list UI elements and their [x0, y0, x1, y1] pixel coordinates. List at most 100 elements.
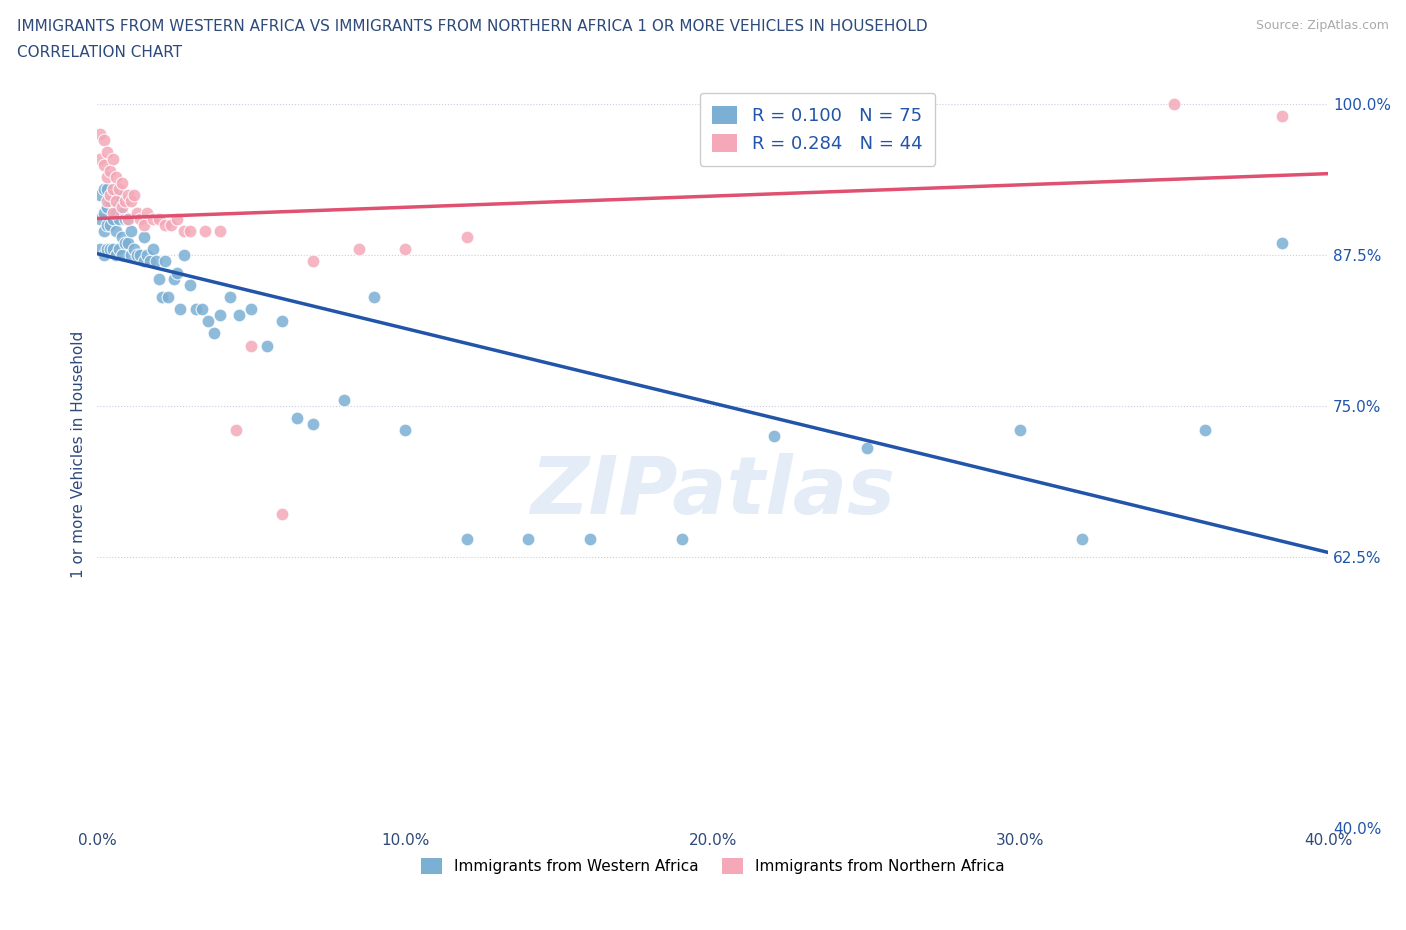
- Point: [96, 181, 118, 196]
- Point: [202, 326, 225, 341]
- Point: [96, 242, 118, 257]
- Point: [271, 507, 294, 522]
- Point: [160, 218, 183, 232]
- Point: [114, 235, 136, 250]
- Point: [1271, 109, 1294, 124]
- Point: [225, 422, 247, 437]
- Point: [129, 211, 152, 226]
- Point: [135, 247, 157, 262]
- Point: [142, 211, 165, 226]
- Point: [117, 211, 139, 226]
- Point: [111, 247, 134, 262]
- Point: [132, 230, 155, 245]
- Point: [763, 429, 786, 444]
- Text: Source: ZipAtlas.com: Source: ZipAtlas.com: [1256, 19, 1389, 32]
- Point: [111, 175, 134, 190]
- Point: [173, 223, 195, 238]
- Point: [114, 193, 136, 208]
- Point: [98, 187, 121, 202]
- Point: [240, 302, 263, 317]
- Point: [256, 339, 278, 353]
- Point: [150, 290, 173, 305]
- Point: [111, 206, 134, 220]
- Point: [1071, 531, 1094, 546]
- Point: [101, 242, 124, 257]
- Legend: Immigrants from Western Africa, Immigrants from Northern Africa: Immigrants from Western Africa, Immigran…: [415, 852, 1011, 881]
- Point: [98, 218, 121, 232]
- Point: [855, 441, 877, 456]
- Point: [101, 181, 124, 196]
- Point: [671, 531, 693, 546]
- Point: [153, 254, 176, 269]
- Point: [132, 254, 155, 269]
- Point: [142, 242, 165, 257]
- Point: [347, 242, 370, 257]
- Point: [163, 272, 186, 286]
- Point: [157, 290, 180, 305]
- Point: [271, 314, 294, 329]
- Point: [1163, 97, 1185, 112]
- Point: [93, 247, 115, 262]
- Point: [108, 242, 131, 257]
- Point: [89, 127, 111, 142]
- Point: [96, 218, 118, 232]
- Point: [120, 223, 142, 238]
- Point: [93, 181, 115, 196]
- Point: [145, 254, 167, 269]
- Point: [117, 211, 139, 226]
- Point: [127, 206, 149, 220]
- Point: [148, 272, 170, 286]
- Point: [191, 302, 214, 317]
- Point: [1271, 235, 1294, 250]
- Point: [1010, 422, 1032, 437]
- Point: [93, 223, 115, 238]
- Point: [89, 211, 111, 226]
- Point: [98, 242, 121, 257]
- Point: [179, 278, 201, 293]
- Point: [173, 247, 195, 262]
- Point: [111, 230, 134, 245]
- Point: [96, 169, 118, 184]
- Point: [517, 531, 540, 546]
- Point: [89, 187, 111, 202]
- Point: [301, 254, 323, 269]
- Y-axis label: 1 or more Vehicles in Household: 1 or more Vehicles in Household: [72, 330, 86, 578]
- Text: CORRELATION CHART: CORRELATION CHART: [17, 45, 181, 60]
- Point: [104, 247, 127, 262]
- Point: [578, 531, 600, 546]
- Point: [132, 218, 155, 232]
- Point: [117, 235, 139, 250]
- Point: [332, 392, 354, 407]
- Point: [93, 157, 115, 172]
- Text: IMMIGRANTS FROM WESTERN AFRICA VS IMMIGRANTS FROM NORTHERN AFRICA 1 OR MORE VEHI: IMMIGRANTS FROM WESTERN AFRICA VS IMMIGR…: [17, 19, 928, 33]
- Point: [138, 254, 160, 269]
- Point: [228, 308, 250, 323]
- Point: [101, 151, 124, 166]
- Point: [363, 290, 385, 305]
- Point: [96, 145, 118, 160]
- Point: [117, 187, 139, 202]
- Point: [169, 302, 191, 317]
- Point: [197, 314, 219, 329]
- Point: [240, 339, 263, 353]
- Point: [148, 211, 170, 226]
- Point: [108, 187, 131, 202]
- Point: [456, 531, 478, 546]
- Point: [104, 169, 127, 184]
- Point: [120, 193, 142, 208]
- Point: [108, 211, 131, 226]
- Point: [111, 199, 134, 214]
- Point: [184, 302, 207, 317]
- Point: [101, 187, 124, 202]
- Point: [394, 422, 416, 437]
- Point: [129, 247, 152, 262]
- Point: [89, 242, 111, 257]
- Point: [1194, 422, 1216, 437]
- Point: [101, 206, 124, 220]
- Point: [209, 223, 232, 238]
- Text: ZIPatlas: ZIPatlas: [530, 453, 896, 530]
- Point: [98, 193, 121, 208]
- Point: [301, 417, 323, 432]
- Point: [98, 163, 121, 178]
- Point: [166, 211, 188, 226]
